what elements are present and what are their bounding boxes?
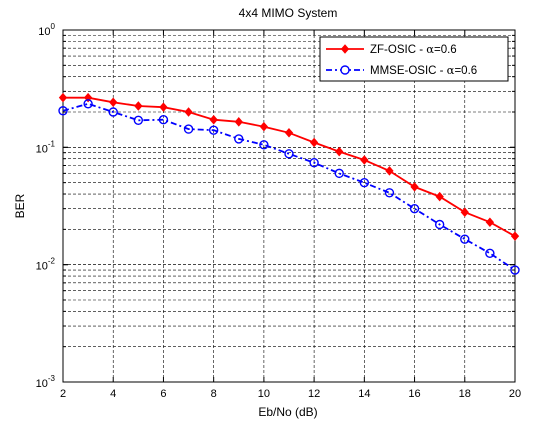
data-point xyxy=(58,106,68,116)
data-point xyxy=(460,207,469,217)
x-tick-label: 18 xyxy=(459,388,471,400)
y-tick-base: 10 xyxy=(36,261,48,273)
data-point xyxy=(134,101,143,111)
data-point xyxy=(234,134,244,144)
y-tick-exponent: 0 xyxy=(51,22,56,31)
data-point xyxy=(409,203,420,214)
legend-label-suffix: =0.6 xyxy=(454,65,477,77)
x-axis-label: Eb/No (dB) xyxy=(258,405,317,419)
data-point xyxy=(510,231,520,241)
data-point xyxy=(108,107,118,117)
x-tick-label: 16 xyxy=(408,388,420,400)
data-point xyxy=(309,157,319,168)
y-axis-label: BER xyxy=(13,193,27,218)
data-point xyxy=(83,99,93,109)
data-point xyxy=(385,166,394,176)
data-point xyxy=(434,219,445,230)
y-tick-base: 10 xyxy=(36,143,48,155)
data-point xyxy=(435,191,444,202)
y-tick-label: 10-2 xyxy=(36,257,56,273)
legend-label: MMSE-OSIC - α=0.6 xyxy=(370,63,477,77)
data-point xyxy=(159,102,168,112)
data-point xyxy=(184,107,193,117)
x-tick-label: 4 xyxy=(110,388,116,400)
data-point xyxy=(234,117,243,127)
data-point xyxy=(259,140,269,150)
series-1 xyxy=(58,92,520,241)
data-point xyxy=(133,115,144,125)
legend-label-symbol: α xyxy=(426,42,434,56)
y-tick-label: 100 xyxy=(38,22,55,38)
data-point xyxy=(284,149,294,159)
y-tick-label: 10-1 xyxy=(36,139,56,155)
series-2 xyxy=(58,99,520,275)
plot-area-frame xyxy=(62,29,516,383)
data-point xyxy=(485,217,495,227)
series-line xyxy=(62,102,516,271)
data-point xyxy=(109,97,118,108)
y-tick-base: 10 xyxy=(38,26,50,38)
x-tick-label: 2 xyxy=(60,388,66,400)
x-tick-label: 8 xyxy=(211,388,217,400)
y-tick-exponent: -2 xyxy=(48,257,56,266)
y-tick-label: 10-3 xyxy=(36,374,56,390)
legend-label-suffix: =0.6 xyxy=(434,44,457,56)
data-point xyxy=(510,265,520,275)
legend-marker xyxy=(340,44,350,54)
data-point xyxy=(460,234,470,244)
legend-label: ZF-OSIC - α=0.6 xyxy=(370,42,457,56)
data-point xyxy=(410,182,419,192)
chart-title: 4x4 MIMO System xyxy=(239,6,338,20)
data-point xyxy=(284,128,294,138)
data-point xyxy=(259,121,269,132)
x-tick-label: 10 xyxy=(258,388,270,400)
legend-box xyxy=(319,36,509,82)
data-point xyxy=(384,188,395,198)
data-point xyxy=(334,168,344,179)
x-tick-label: 6 xyxy=(160,388,166,400)
x-tick-label: 12 xyxy=(308,388,320,400)
data-point xyxy=(485,248,495,258)
y-tick-exponent: -3 xyxy=(48,374,56,383)
data-point xyxy=(208,125,219,135)
data-point xyxy=(158,114,169,125)
data-point xyxy=(58,92,68,103)
data-point xyxy=(360,155,369,165)
legend-marker xyxy=(340,65,350,75)
legend-label-symbol: α xyxy=(447,63,455,77)
y-tick-exponent: -1 xyxy=(48,139,56,148)
legend-label-prefix: ZF-OSIC - xyxy=(370,44,426,56)
data-point xyxy=(309,137,319,148)
data-point xyxy=(359,177,370,188)
grid-lines xyxy=(63,30,515,382)
data-point xyxy=(183,124,194,134)
y-tick-base: 10 xyxy=(36,378,48,390)
legend-label-prefix: MMSE-OSIC - xyxy=(370,65,447,77)
x-tick-label: 20 xyxy=(509,388,521,400)
series-layer xyxy=(58,92,520,275)
data-point xyxy=(335,146,344,157)
x-tick-label: 14 xyxy=(358,388,370,400)
data-point xyxy=(209,114,218,125)
